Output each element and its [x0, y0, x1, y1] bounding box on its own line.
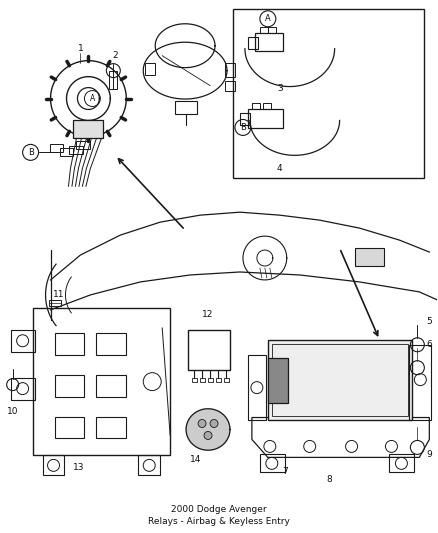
- Bar: [192, 378, 197, 382]
- Bar: [96, 333, 126, 355]
- Bar: [248, 37, 258, 49]
- Text: 3: 3: [277, 84, 283, 93]
- Text: B: B: [240, 123, 246, 132]
- Bar: [11, 330, 35, 352]
- Bar: [255, 33, 283, 51]
- Text: A: A: [90, 94, 95, 103]
- Bar: [268, 27, 276, 33]
- Circle shape: [204, 432, 212, 439]
- Text: 1: 1: [78, 44, 83, 53]
- Text: 2000 Dodge Avenger: 2000 Dodge Avenger: [171, 505, 267, 514]
- Bar: [188, 330, 230, 370]
- Bar: [208, 378, 213, 382]
- Text: B: B: [28, 148, 34, 157]
- Bar: [248, 355, 266, 419]
- Bar: [42, 455, 64, 475]
- Bar: [268, 340, 413, 419]
- Bar: [70, 147, 83, 155]
- Bar: [110, 71, 117, 88]
- Text: 4: 4: [277, 164, 283, 173]
- Bar: [145, 63, 155, 75]
- Bar: [252, 102, 260, 109]
- Polygon shape: [186, 409, 230, 450]
- Bar: [11, 378, 35, 400]
- Circle shape: [198, 419, 206, 427]
- Bar: [224, 378, 229, 382]
- Text: 6: 6: [427, 340, 432, 349]
- Bar: [77, 141, 90, 149]
- Bar: [175, 101, 197, 115]
- Bar: [263, 102, 271, 109]
- Bar: [355, 248, 385, 266]
- Text: 9: 9: [427, 450, 432, 459]
- Text: 10: 10: [7, 407, 18, 416]
- Bar: [260, 455, 285, 472]
- Bar: [268, 358, 288, 402]
- Bar: [410, 345, 431, 419]
- Bar: [216, 378, 221, 382]
- Text: 14: 14: [191, 455, 202, 464]
- Bar: [49, 300, 60, 306]
- Bar: [200, 378, 205, 382]
- Polygon shape: [252, 417, 429, 457]
- Bar: [268, 358, 288, 402]
- Bar: [54, 333, 85, 355]
- Text: 8: 8: [327, 475, 332, 484]
- Circle shape: [210, 419, 218, 427]
- Text: 11: 11: [53, 290, 64, 300]
- Bar: [225, 63, 235, 77]
- Bar: [32, 308, 170, 455]
- Bar: [49, 144, 64, 152]
- Text: A: A: [265, 14, 271, 23]
- Text: 13: 13: [73, 463, 84, 472]
- Bar: [60, 148, 74, 156]
- Bar: [96, 416, 126, 439]
- Bar: [233, 9, 424, 178]
- Bar: [96, 375, 126, 397]
- Text: Relays - Airbag & Keyless Entry: Relays - Airbag & Keyless Entry: [148, 516, 290, 526]
- Bar: [74, 120, 103, 139]
- Bar: [260, 27, 268, 33]
- Bar: [389, 455, 414, 472]
- Bar: [138, 455, 160, 475]
- Bar: [248, 109, 283, 128]
- Bar: [272, 344, 408, 416]
- Text: 5: 5: [427, 317, 432, 326]
- Bar: [225, 80, 235, 91]
- Bar: [54, 375, 85, 397]
- Bar: [240, 114, 250, 125]
- Text: 2: 2: [113, 51, 118, 60]
- Text: 12: 12: [202, 310, 214, 319]
- Bar: [54, 416, 85, 439]
- Text: 7: 7: [282, 467, 288, 476]
